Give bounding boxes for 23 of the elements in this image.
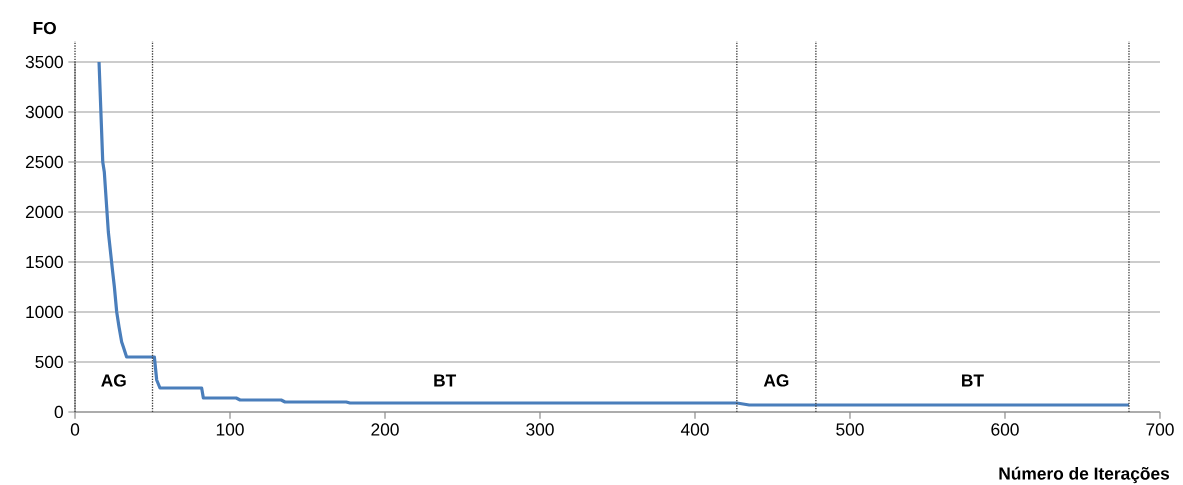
y-tick-label: 500: [35, 355, 63, 369]
y-tick-label: 3500: [25, 55, 63, 69]
y-axis-title: FO: [33, 21, 56, 35]
x-tick-label: 300: [526, 423, 554, 436]
annotation: AG: [763, 374, 789, 387]
line-series: [97, 60, 1131, 407]
y-tick-label: 3000: [25, 105, 63, 119]
x-tick-label: 100: [216, 423, 244, 436]
y-tick-label: 0: [54, 405, 63, 419]
x-tick-label: 400: [680, 423, 709, 436]
y-tick-label: 1500: [26, 255, 63, 269]
annotation: BT: [434, 374, 457, 387]
x-tick-label: 500: [836, 423, 864, 436]
annotation: BT: [962, 374, 984, 387]
y-tick-label: 2500: [25, 155, 63, 169]
x-tick-label: 600: [991, 423, 1019, 436]
y-tick-label: 1000: [26, 305, 63, 319]
annotation: AG: [101, 374, 126, 387]
x-tick-label: 0: [70, 423, 80, 436]
y-tick-label: 2000: [25, 205, 63, 219]
x-axis-title: Número de Iterações: [999, 466, 1170, 484]
x-tick-label: 700: [1146, 423, 1174, 436]
x-tick-label: 200: [371, 423, 399, 436]
